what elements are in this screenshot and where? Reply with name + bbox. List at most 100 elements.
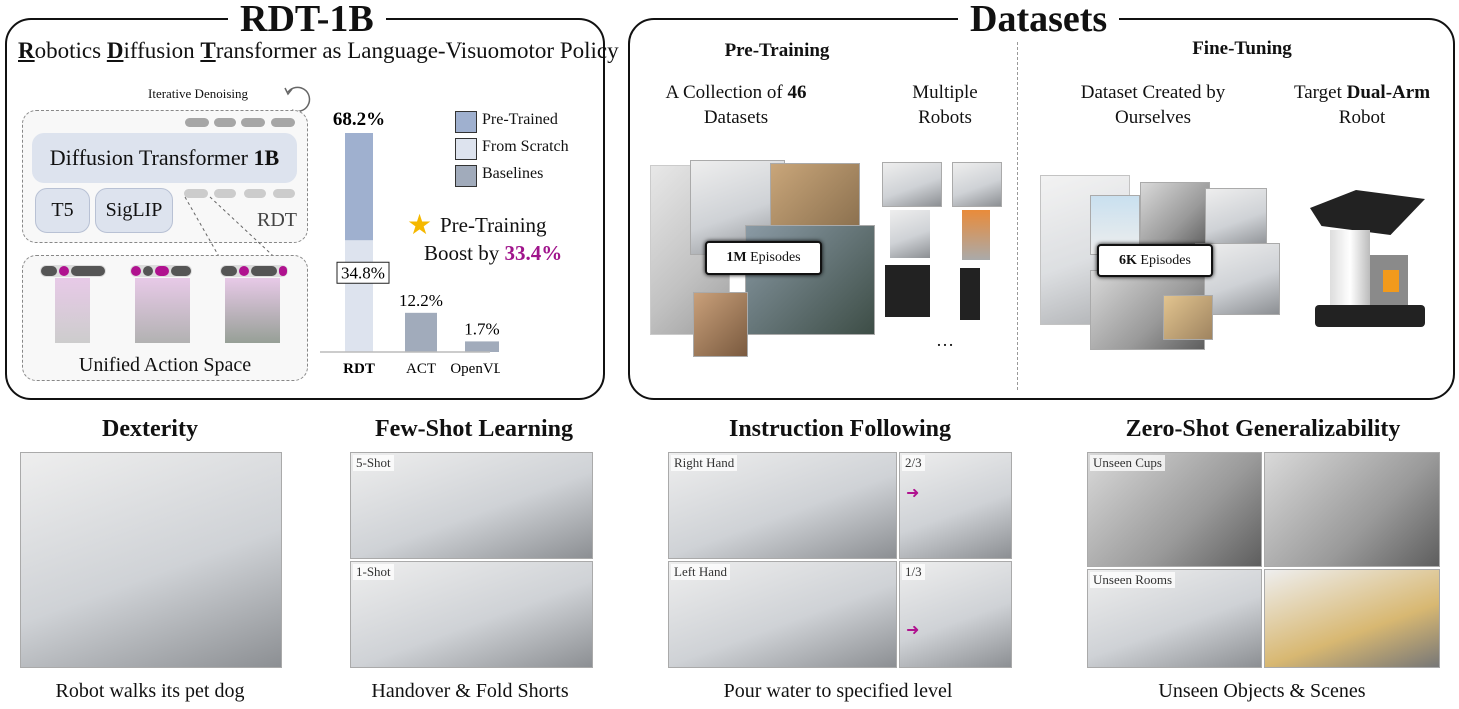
letter-t: T [200,38,216,63]
robot-arm-image [55,278,90,343]
dexterity-photo [20,452,282,668]
episodes-count: 1M [726,250,747,265]
output-token [271,118,295,127]
legend-baselines: Baselines [482,165,544,182]
dual-arm-robot-image [1285,180,1440,330]
t5-encoder: T5 [35,188,90,233]
one-shot-photo: 1-Shot [350,561,593,668]
bar-rdt-from-scratch [345,240,373,352]
tag-2-3: 2/3 [902,455,925,471]
diffusion-transformer-block: Diffusion Transformer 1B [32,133,297,183]
robot-image [890,210,930,258]
tag-right-hand: Right Hand [671,455,738,471]
finetune-episodes-badge: 6K Episodes [1097,244,1213,277]
unseen-cups-photo-2 [1264,452,1440,567]
legend-scratch: From Scratch [482,138,569,155]
bar-rdt-pre-trained [345,133,373,241]
five-shot-photo: 5-Shot [350,452,593,559]
robot-image [962,210,990,260]
input-token [273,189,295,198]
label-box-from-scratch [336,261,390,284]
left-hand-photo: Left Hand [668,561,897,668]
input-token [214,189,236,198]
word-iffusion: iffusion [123,38,201,63]
target-robot-text: Target Dual-Arm Robot [1294,80,1430,130]
letter-d: D [106,38,124,63]
multiple: Multiple [912,82,978,103]
target: Target [1293,82,1347,103]
boost-line2: Boost by 33.4% [424,241,562,266]
finetune-collage-image [1163,295,1213,340]
panel-caption-zero-shot: Unseen Objects & Scenes [1158,680,1366,702]
tick-act: ACT [406,361,436,377]
boost-line1: Pre-Training [440,213,547,237]
action-vector [130,265,192,277]
episodes-count: 6K [1119,252,1137,268]
tag-unseen-cups: Unseen Cups [1090,455,1165,471]
panel-title-instruction: Instruction Following [728,416,952,442]
multiple-robots-text: Multiple Robots [912,80,977,130]
robot-image [952,162,1002,207]
pretrain-episodes-badge: 1M Episodes [705,241,822,275]
more-robots-ellipsis: … [936,330,954,350]
iterative-denoising-label: Iterative Denoising [148,86,248,101]
siglip-encoder: SigLIP [95,188,173,233]
tag-unseen-rooms: Unseen Rooms [1090,572,1176,588]
word-obotics: obotics [34,38,107,63]
finetune-collage-image [1140,182,1210,247]
datasets-title: Datasets [958,0,1120,38]
robot-image [885,265,930,317]
robot-image [960,268,980,320]
action-vector [40,265,106,277]
output-token [241,118,265,127]
collection-c: Datasets [703,107,769,128]
unseen-rooms-photo-1: Unseen Rooms [1087,569,1262,668]
pretrain-collage-image [693,292,748,357]
label-openvla: 1.7% [464,319,499,338]
right-hand-photo: Right Hand [668,452,897,559]
unseen-cups-photo-1: Unseen Cups [1087,452,1262,567]
output-token [185,118,209,127]
tag-1-3: 1/3 [902,564,925,580]
robot-image [882,162,942,207]
label-from-scratch: 34.8% [341,263,385,282]
legend-pretrained: Pre-Trained [482,111,558,128]
finetune-collage-image [1205,188,1267,248]
tag-1-shot: 1-Shot [353,564,394,580]
legend-swatch-pretrained [455,111,477,133]
action-vector [220,265,288,277]
label-pre-trained: 68.2% [333,109,385,130]
pitcher-2-3-photo: 2/3 ➜ [899,452,1012,559]
legend-swatch-scratch [455,138,477,160]
panel-title-few-shot: Few-Shot Learning [375,416,573,442]
label-act: 12.2% [399,291,443,310]
unseen-rooms-photo-2 [1264,569,1440,668]
mobile-robot-image [225,278,280,343]
transformer-label: Diffusion Transformer [49,145,254,170]
dual-arm: Dual-Arm [1346,82,1431,103]
divider [1017,42,1018,390]
boost-text: Boost by [424,241,505,265]
dual-arm-robot-image [135,278,190,343]
robots: Robots [918,107,972,128]
tick-rdt: RDT [343,361,375,377]
tick-openvla: OpenVLA [450,361,500,377]
collection-count: 46 [787,82,807,103]
panel-caption-instruction: Pour water to specified level [723,680,953,702]
rdt-label: RDT [257,209,297,231]
panel-title-zero-shot: Zero-Shot Generalizability [1125,416,1401,442]
panel-title-dexterity: Dexterity [102,416,198,442]
rdt-subtitle: Robotics Diffusion Transformer as Langua… [18,38,619,64]
legend-swatch-baselines [455,165,477,187]
collection-text: A Collection of 46 Datasets [666,80,807,130]
self-dataset-text: Dataset Created by Ourselves [1081,80,1226,130]
episodes-label: Episodes [746,250,801,265]
finetuning-heading: Fine-Tuning [1192,38,1292,59]
ourselves: Ourselves [1115,107,1191,128]
transformer-size: 1B [253,145,280,170]
bar-act [405,312,437,352]
level-arrow-icon: ➜ [906,485,920,502]
unified-action-space-label: Unified Action Space [78,354,252,376]
success-rate-bar-chart: 68.2%34.8%12.2%1.7%1.6%RDTACTOpenVLAOcto [320,109,500,377]
tag-left-hand: Left Hand [671,564,731,580]
